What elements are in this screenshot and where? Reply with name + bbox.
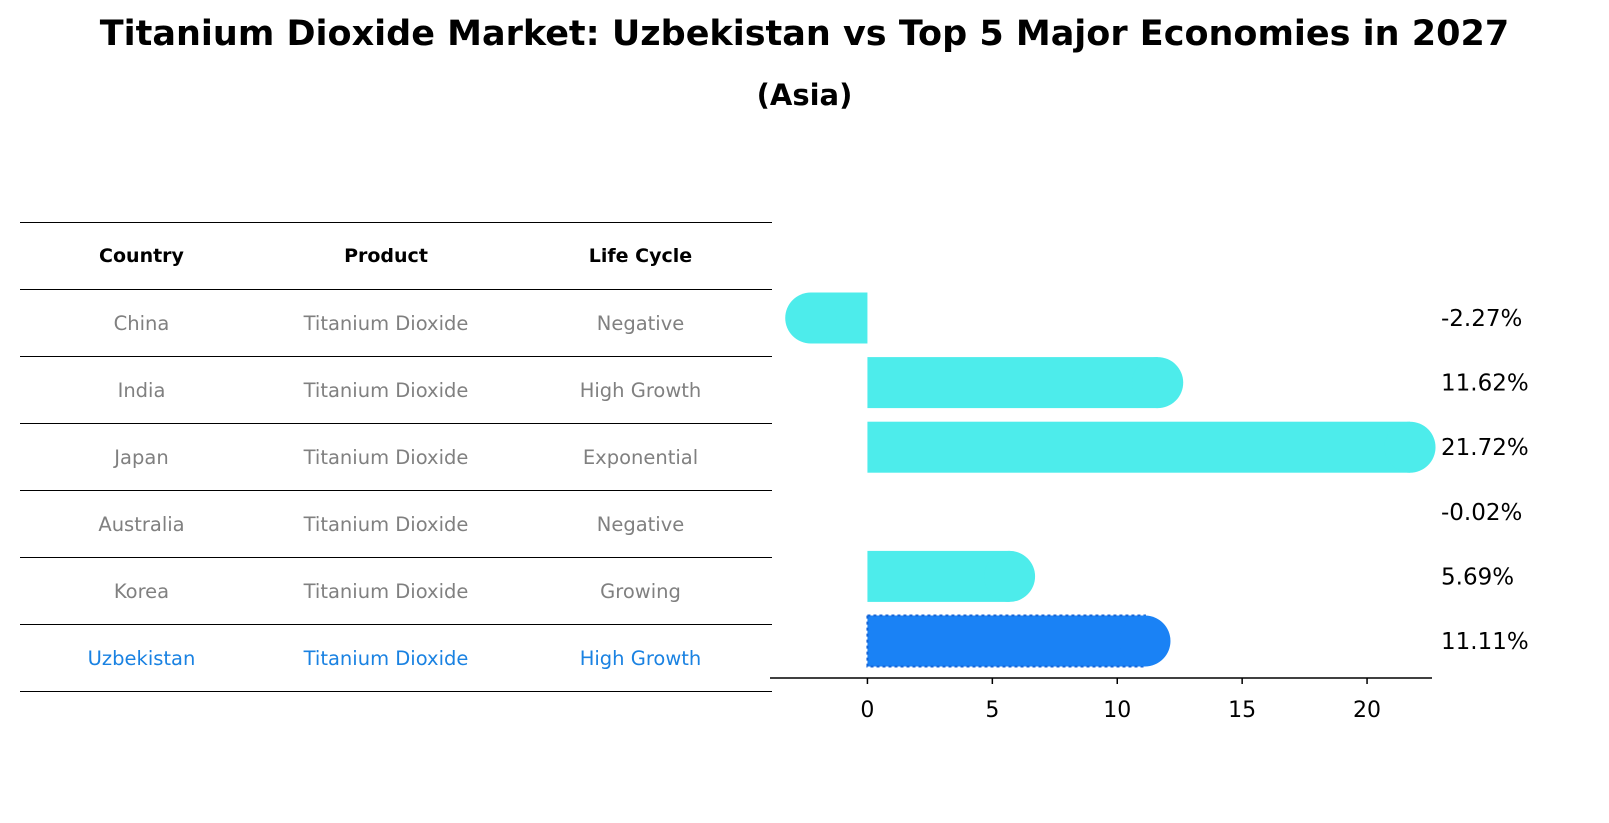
- bar-uzbekistan: [866, 614, 1171, 668]
- bar-cap-uzbekistan: [1119, 615, 1171, 667]
- cell-life-cycle: Negative: [509, 490, 772, 558]
- cell-product: Titanium Dioxide: [263, 289, 509, 357]
- bar-cap-japan: [1384, 421, 1436, 473]
- header-product: Product: [263, 222, 509, 290]
- x-tick-label: 0: [860, 698, 874, 723]
- bar-body-india: [867, 357, 1158, 409]
- table-row-highlight: Uzbekistan Titanium Dioxide High Growth: [20, 624, 772, 692]
- cell-life-cycle: High Growth: [509, 624, 772, 692]
- bar-india: [867, 357, 1184, 409]
- value-label-uzbekistan: 11.11%: [1441, 629, 1529, 655]
- cell-product: Titanium Dioxide: [263, 356, 509, 424]
- cell-product: Titanium Dioxide: [263, 490, 509, 558]
- cell-product: Titanium Dioxide: [263, 624, 509, 692]
- bar-cap-china: [785, 292, 837, 344]
- market-table: Country Product Life Cycle China Titaniu…: [20, 222, 772, 692]
- cell-life-cycle: Negative: [509, 289, 772, 357]
- table-row: China Titanium Dioxide Negative: [20, 289, 772, 357]
- cell-country: Australia: [20, 490, 263, 558]
- cell-product: Titanium Dioxide: [263, 557, 509, 625]
- x-tick-label: 5: [985, 698, 999, 723]
- x-tick-label: 10: [1103, 698, 1131, 723]
- bar-china: [785, 292, 868, 344]
- table-row: Korea Titanium Dioxide Growing: [20, 557, 772, 625]
- cell-product: Titanium Dioxide: [263, 423, 509, 491]
- value-label-india: 11.62%: [1441, 371, 1529, 397]
- table-row: Japan Titanium Dioxide Exponential: [20, 423, 772, 491]
- chart-subtitle: (Asia): [756, 78, 853, 112]
- cell-life-cycle: Growing: [509, 557, 772, 625]
- table-header-row: Country Product Life Cycle: [20, 222, 772, 290]
- cell-life-cycle: High Growth: [509, 356, 772, 424]
- header-country: Country: [20, 222, 263, 290]
- cell-country: Japan: [20, 423, 263, 491]
- cell-country: Uzbekistan: [20, 624, 263, 692]
- value-label-group: -2.27% 11.62% 21.72% -0.02% 5.69% 11.11%: [1441, 306, 1529, 655]
- cell-country: China: [20, 289, 263, 357]
- bar-chart: -2.27% 11.62% 21.72% -0.02% 5.69% 11.11% 0 5 10…: [770, 292, 1529, 723]
- bar-cap-korea: [984, 550, 1036, 602]
- value-label-australia: -0.02%: [1441, 500, 1522, 526]
- cell-country: India: [20, 356, 263, 424]
- table-row: Australia Titanium Dioxide Negative: [20, 490, 772, 558]
- chart-title: Titanium Dioxide Market: Uzbekistan vs T…: [99, 14, 1510, 54]
- x-tick-label: 15: [1228, 698, 1256, 723]
- x-tick-group: 0 5 10 15 20: [860, 678, 1381, 723]
- table-row: India Titanium Dioxide High Growth: [20, 356, 772, 424]
- bar-cap-india: [1132, 357, 1184, 409]
- cell-country: Korea: [20, 557, 263, 625]
- value-label-china: -2.27%: [1441, 306, 1522, 332]
- bar-group: [785, 292, 1436, 668]
- cell-life-cycle: Exponential: [509, 423, 772, 491]
- value-label-korea: 5.69%: [1441, 564, 1514, 590]
- header-life-cycle: Life Cycle: [509, 222, 772, 290]
- bar-body-uzbekistan: [866, 614, 1146, 668]
- bar-korea: [867, 550, 1036, 602]
- x-tick-label: 20: [1353, 698, 1381, 723]
- value-label-japan: 21.72%: [1441, 435, 1529, 461]
- bar-japan: [867, 421, 1436, 473]
- bar-body-japan: [867, 421, 1411, 473]
